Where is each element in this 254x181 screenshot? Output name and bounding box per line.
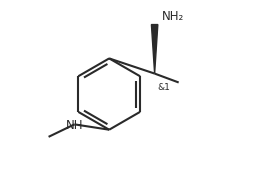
Text: NH₂: NH₂ bbox=[162, 10, 184, 23]
Polygon shape bbox=[151, 25, 158, 73]
Text: NH: NH bbox=[66, 119, 83, 132]
Text: &1: &1 bbox=[157, 83, 170, 92]
